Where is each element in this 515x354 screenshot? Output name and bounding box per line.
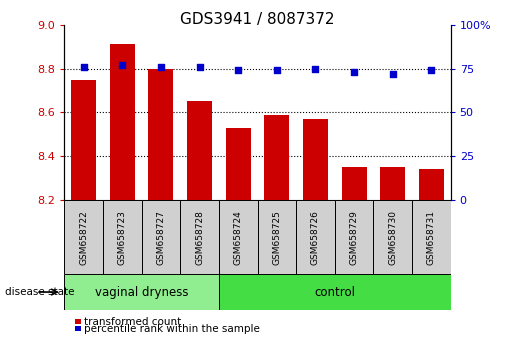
Text: GSM658726: GSM658726 <box>311 210 320 265</box>
Bar <box>226 128 251 200</box>
Text: GSM658727: GSM658727 <box>157 210 165 265</box>
Bar <box>142 200 180 274</box>
Text: GSM658730: GSM658730 <box>388 210 397 265</box>
Bar <box>180 200 219 274</box>
Point <box>196 64 204 70</box>
Point <box>234 68 242 73</box>
Point <box>350 69 358 75</box>
Text: GSM658724: GSM658724 <box>234 210 243 264</box>
Text: GSM658729: GSM658729 <box>350 210 358 265</box>
Bar <box>110 45 135 200</box>
Bar <box>64 274 219 310</box>
Bar <box>373 200 412 274</box>
Text: control: control <box>314 286 355 298</box>
Bar <box>419 169 444 200</box>
Text: percentile rank within the sample: percentile rank within the sample <box>84 324 260 334</box>
Point <box>311 66 319 72</box>
Text: transformed count: transformed count <box>84 316 181 327</box>
Bar <box>258 200 296 274</box>
Text: GSM658731: GSM658731 <box>427 210 436 265</box>
Bar <box>296 200 335 274</box>
Point <box>388 71 397 77</box>
Text: GSM658723: GSM658723 <box>118 210 127 265</box>
Bar <box>380 167 405 200</box>
Text: GSM658728: GSM658728 <box>195 210 204 265</box>
Text: GSM658722: GSM658722 <box>79 210 88 264</box>
Point <box>157 64 165 70</box>
Bar <box>187 102 212 200</box>
Bar <box>103 200 142 274</box>
Text: GSM658725: GSM658725 <box>272 210 281 265</box>
Point <box>118 62 127 68</box>
Text: disease state: disease state <box>5 287 75 297</box>
Bar <box>341 167 367 200</box>
Bar <box>71 80 96 200</box>
Bar <box>148 69 174 200</box>
Point <box>79 64 88 70</box>
Bar <box>303 119 328 200</box>
Point <box>427 68 435 73</box>
Point <box>273 68 281 73</box>
Bar <box>219 200 258 274</box>
Bar <box>219 274 451 310</box>
Text: vaginal dryness: vaginal dryness <box>95 286 188 298</box>
Bar <box>335 200 373 274</box>
Bar <box>264 115 289 200</box>
Bar <box>412 200 451 274</box>
Bar <box>64 200 103 274</box>
Text: GDS3941 / 8087372: GDS3941 / 8087372 <box>180 12 335 27</box>
